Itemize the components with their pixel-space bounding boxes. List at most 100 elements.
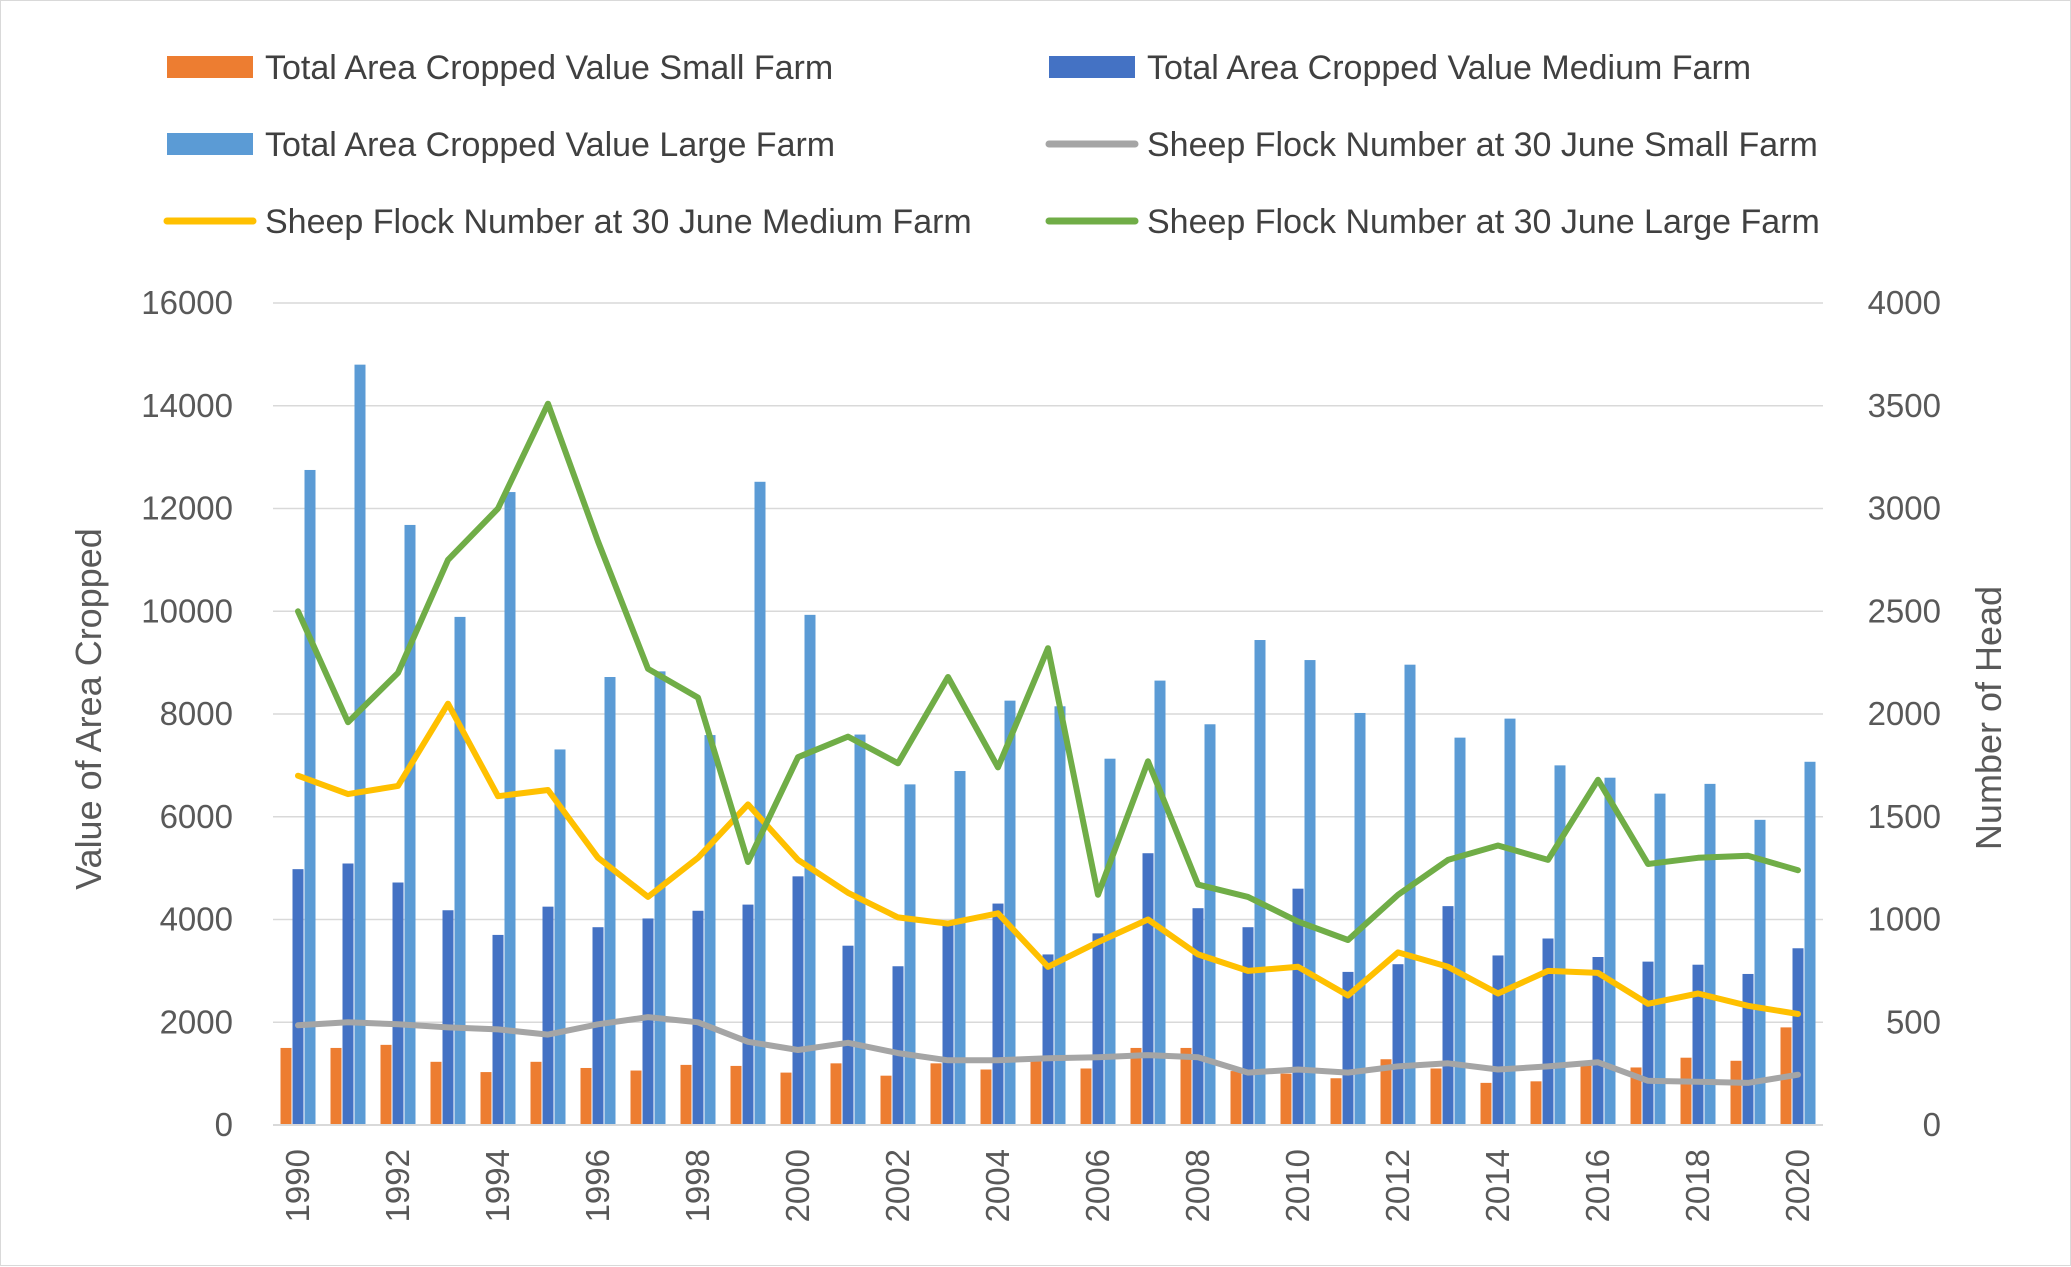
right-tick-label: 1000 <box>1868 901 1941 938</box>
bar-total-area-cropped-value-large-farm <box>1454 737 1466 1125</box>
right-tick-label: 500 <box>1886 1003 1941 1040</box>
bar-total-area-cropped-value-large-farm <box>1704 783 1716 1125</box>
bar-total-area-cropped-value-small-farm <box>930 1063 942 1125</box>
bar-total-area-cropped-value-medium-farm <box>1342 971 1354 1125</box>
bar-total-area-cropped-value-small-farm <box>1180 1047 1192 1125</box>
bar-total-area-cropped-value-large-farm <box>404 524 416 1125</box>
lines <box>295 400 1801 1086</box>
line-sheep-flock-number-at-30-june-medium-farm <box>295 700 1801 1017</box>
x-tick-label: 1998 <box>679 1149 716 1222</box>
bar-total-area-cropped-value-large-farm <box>1154 680 1166 1125</box>
bar-total-area-cropped-value-large-farm <box>1604 777 1616 1125</box>
bar-total-area-cropped-value-small-farm <box>780 1072 792 1125</box>
bar-total-area-cropped-value-small-farm <box>580 1067 592 1125</box>
bar-total-area-cropped-value-small-farm <box>330 1047 342 1125</box>
bar-total-area-cropped-value-medium-farm <box>1392 964 1404 1125</box>
bar-total-area-cropped-value-small-farm <box>1580 1063 1592 1125</box>
bar-total-area-cropped-value-medium-farm <box>1142 853 1154 1125</box>
bar-total-area-cropped-value-small-farm <box>1280 1073 1292 1125</box>
x-tick-label: 2020 <box>1779 1149 1816 1222</box>
bar-total-area-cropped-value-medium-farm <box>942 922 954 1125</box>
bar-total-area-cropped-value-small-farm <box>830 1063 842 1125</box>
bar-total-area-cropped-value-large-farm <box>754 481 766 1125</box>
right-axis-ticks: 0 500 1000 1500 2000 2500 3000 3500 4000 <box>1868 284 1941 1143</box>
bar-total-area-cropped-value-small-farm <box>480 1072 492 1125</box>
left-tick-label: 6000 <box>160 798 233 835</box>
bar-total-area-cropped-value-medium-farm <box>792 876 804 1125</box>
x-tick-label: 2002 <box>879 1149 916 1222</box>
bar-total-area-cropped-value-medium-farm <box>1292 888 1304 1125</box>
bar-total-area-cropped-value-small-farm <box>1530 1081 1542 1125</box>
bar-total-area-cropped-value-large-farm <box>454 616 466 1125</box>
bar-total-area-cropped-value-medium-farm <box>742 904 754 1125</box>
left-tick-label: 12000 <box>141 490 233 527</box>
bar-total-area-cropped-value-medium-farm <box>1192 908 1204 1125</box>
x-tick-label: 1994 <box>479 1149 516 1222</box>
line-sheep-flock-number-at-30-june-large-farm <box>295 400 1801 943</box>
bar-total-area-cropped-value-large-farm <box>1204 724 1216 1125</box>
legend-label: Sheep Flock Number at 30 June Small Farm <box>1147 126 1818 164</box>
bar-total-area-cropped-value-medium-farm <box>392 882 404 1125</box>
x-tick-label: 2008 <box>1179 1149 1216 1222</box>
bar-total-area-cropped-value-medium-farm <box>1692 964 1704 1125</box>
bar-total-area-cropped-value-small-farm <box>980 1069 992 1125</box>
bar-total-area-cropped-value-small-farm <box>380 1044 392 1125</box>
left-axis-ticks: 0 2000 4000 6000 8000 10000 12000 14000 16000 <box>141 284 233 1143</box>
bar-total-area-cropped-value-large-farm <box>904 784 916 1125</box>
right-tick-label: 0 <box>1923 1106 1941 1143</box>
bar-total-area-cropped-value-large-farm <box>954 771 966 1125</box>
bar-total-area-cropped-value-large-farm <box>1254 640 1266 1125</box>
bar-total-area-cropped-value-medium-farm <box>1492 955 1504 1125</box>
x-tick-label: 1996 <box>579 1149 616 1222</box>
bar-total-area-cropped-value-medium-farm <box>1242 927 1254 1125</box>
x-tick-label: 2006 <box>1079 1149 1116 1222</box>
legend-label: Sheep Flock Number at 30 June Medium Far… <box>265 203 972 241</box>
bar-total-area-cropped-value-small-farm <box>730 1065 742 1125</box>
bar-total-area-cropped-value-small-farm <box>1330 1078 1342 1125</box>
legend-swatch <box>167 56 253 78</box>
bar-total-area-cropped-value-medium-farm <box>892 966 904 1125</box>
left-tick-label: 2000 <box>160 1003 233 1040</box>
x-tick-label: 2004 <box>979 1149 1016 1222</box>
bar-total-area-cropped-value-medium-farm <box>642 918 654 1125</box>
legend-item-sheep-flock-number-at-30-june-large-farm: Sheep Flock Number at 30 June Large Farm <box>1045 203 1820 241</box>
bar-total-area-cropped-value-small-farm <box>1080 1068 1092 1125</box>
bar-total-area-cropped-value-large-farm <box>704 735 716 1125</box>
bar-total-area-cropped-value-small-farm <box>1130 1047 1142 1125</box>
right-tick-label: 4000 <box>1868 284 1941 321</box>
right-tick-label: 3000 <box>1868 490 1941 527</box>
bar-total-area-cropped-value-medium-farm <box>1092 933 1104 1125</box>
bar-total-area-cropped-value-large-farm <box>1654 793 1666 1125</box>
bar-total-area-cropped-value-small-farm <box>680 1064 692 1125</box>
bar-total-area-cropped-value-small-farm <box>1380 1059 1392 1125</box>
right-tick-label: 1500 <box>1868 798 1941 835</box>
bar-total-area-cropped-value-large-farm <box>1504 718 1516 1125</box>
bar-total-area-cropped-value-small-farm <box>280 1047 292 1125</box>
left-tick-label: 8000 <box>160 695 233 732</box>
bar-total-area-cropped-value-small-farm <box>1030 1060 1042 1125</box>
bar-total-area-cropped-value-medium-farm <box>342 863 354 1125</box>
right-axis-title: Number of Head <box>1968 586 2009 850</box>
right-tick-label: 2000 <box>1868 695 1941 732</box>
bar-total-area-cropped-value-small-farm <box>880 1075 892 1125</box>
bar-total-area-cropped-value-large-farm <box>1754 819 1766 1125</box>
left-tick-label: 4000 <box>160 901 233 938</box>
bar-total-area-cropped-value-large-farm <box>604 677 616 1125</box>
bar-total-area-cropped-value-large-farm <box>1804 761 1816 1125</box>
bar-total-area-cropped-value-medium-farm <box>1042 954 1054 1125</box>
bar-total-area-cropped-value-large-farm <box>304 469 316 1125</box>
left-tick-label: 10000 <box>141 592 233 629</box>
legend-item-sheep-flock-number-at-30-june-medium-farm: Sheep Flock Number at 30 June Medium Far… <box>163 203 972 241</box>
bar-total-area-cropped-value-small-farm <box>1630 1067 1642 1125</box>
bar-total-area-cropped-value-large-farm <box>1104 758 1116 1125</box>
bar-total-area-cropped-value-medium-farm <box>842 945 854 1125</box>
bar-total-area-cropped-value-medium-farm <box>442 910 454 1125</box>
right-tick-label: 2500 <box>1868 592 1941 629</box>
x-tick-label: 2012 <box>1379 1149 1416 1222</box>
bar-total-area-cropped-value-medium-farm <box>1792 948 1804 1125</box>
bar-total-area-cropped-value-large-farm <box>1354 712 1366 1125</box>
bar-total-area-cropped-value-medium-farm <box>1642 961 1654 1125</box>
bar-total-area-cropped-value-large-farm <box>1004 700 1016 1125</box>
